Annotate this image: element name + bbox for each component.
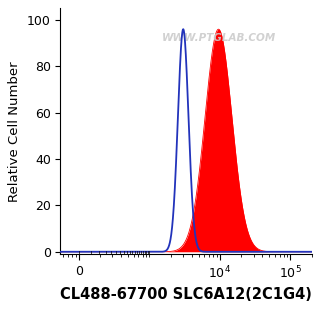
Y-axis label: Relative Cell Number: Relative Cell Number xyxy=(8,61,21,202)
X-axis label: CL488-67700 SLC6A12(2C1G4): CL488-67700 SLC6A12(2C1G4) xyxy=(60,287,312,302)
Text: WWW.PTGLAB.COM: WWW.PTGLAB.COM xyxy=(162,33,276,43)
